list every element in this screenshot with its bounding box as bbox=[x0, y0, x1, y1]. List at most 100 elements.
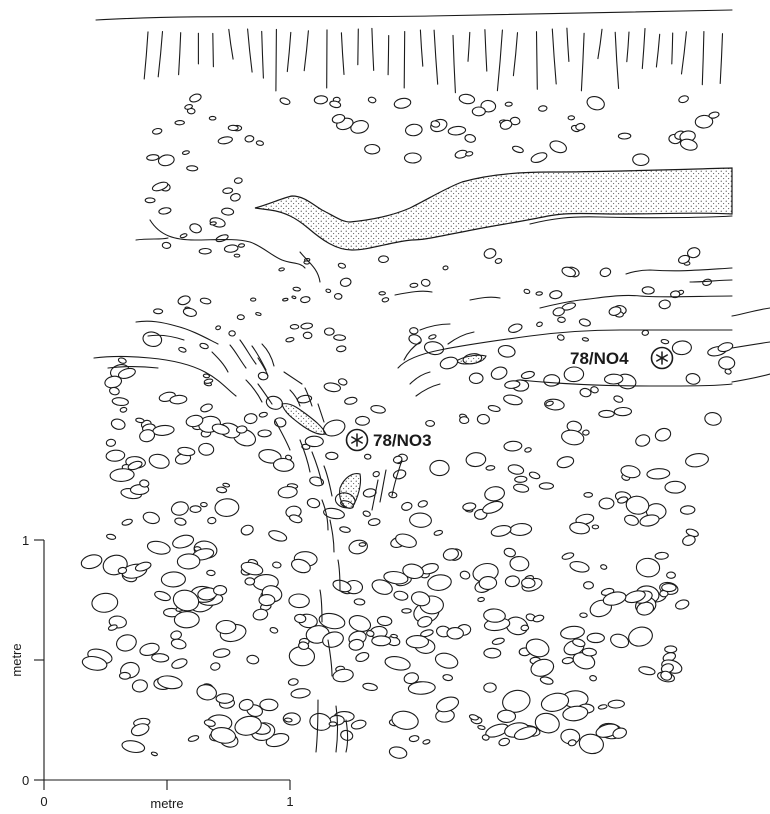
stone bbox=[561, 656, 574, 665]
root-stroke bbox=[261, 30, 264, 79]
stone bbox=[81, 655, 108, 671]
root-stroke bbox=[701, 31, 705, 86]
stone bbox=[210, 662, 221, 671]
stone bbox=[252, 608, 269, 621]
stone bbox=[521, 577, 536, 589]
sample-78-no3: 78/NO3 bbox=[345, 428, 432, 452]
stone bbox=[471, 106, 486, 117]
stone bbox=[579, 612, 588, 618]
root-stroke bbox=[403, 30, 406, 89]
stone bbox=[236, 314, 245, 321]
stone bbox=[405, 635, 430, 649]
stone bbox=[151, 181, 169, 192]
stone bbox=[409, 282, 419, 288]
stone-clasts bbox=[80, 93, 736, 759]
stone bbox=[353, 598, 366, 606]
stone bbox=[462, 502, 477, 512]
stone bbox=[213, 585, 228, 596]
stone bbox=[268, 530, 288, 542]
stone bbox=[142, 511, 160, 525]
stone bbox=[597, 704, 608, 710]
stone bbox=[635, 434, 651, 447]
stone bbox=[581, 647, 597, 657]
stone bbox=[687, 247, 701, 259]
stone bbox=[694, 114, 714, 129]
stone bbox=[187, 735, 200, 742]
stone bbox=[504, 101, 513, 107]
stone bbox=[503, 440, 523, 452]
stone bbox=[579, 387, 592, 398]
stone bbox=[530, 658, 555, 677]
stone bbox=[139, 479, 150, 488]
stone bbox=[171, 658, 188, 669]
stone bbox=[221, 207, 235, 216]
stone bbox=[182, 307, 197, 317]
stone bbox=[355, 651, 370, 663]
stone bbox=[504, 575, 520, 588]
stone bbox=[600, 564, 608, 570]
root-stroke bbox=[535, 31, 538, 90]
stone bbox=[210, 727, 237, 744]
stone bbox=[407, 681, 436, 695]
stone bbox=[246, 654, 260, 665]
stone bbox=[513, 726, 538, 740]
stone bbox=[442, 674, 454, 682]
stone bbox=[233, 177, 243, 184]
stone bbox=[285, 454, 293, 461]
stone bbox=[417, 500, 428, 508]
stone bbox=[237, 243, 246, 248]
stone bbox=[464, 133, 477, 143]
stone bbox=[679, 505, 696, 515]
stone bbox=[567, 115, 576, 121]
stone bbox=[624, 514, 639, 526]
scale-bar: 1 0 metre 0 1 metre bbox=[9, 533, 294, 811]
stone bbox=[561, 429, 585, 446]
stone bbox=[332, 668, 354, 683]
stone bbox=[257, 371, 269, 381]
stone bbox=[189, 505, 202, 513]
stone bbox=[153, 308, 164, 315]
stone bbox=[350, 120, 369, 134]
stone bbox=[660, 670, 673, 681]
stone bbox=[111, 397, 129, 407]
stone bbox=[370, 404, 386, 414]
stone bbox=[520, 370, 535, 380]
stone bbox=[401, 501, 413, 511]
stone bbox=[685, 373, 701, 385]
stone bbox=[552, 307, 565, 317]
stone bbox=[658, 299, 671, 310]
root-stroke bbox=[419, 29, 424, 67]
stone bbox=[575, 122, 586, 131]
stone bbox=[666, 571, 676, 579]
stone bbox=[538, 105, 548, 112]
stone bbox=[134, 561, 152, 572]
root-stroke bbox=[275, 28, 277, 92]
stone bbox=[598, 409, 615, 418]
stone bbox=[367, 96, 377, 104]
stone bbox=[144, 197, 156, 204]
stone bbox=[215, 234, 229, 243]
stone bbox=[641, 329, 650, 336]
stone bbox=[146, 540, 171, 555]
stone bbox=[212, 648, 231, 658]
stone bbox=[211, 423, 230, 435]
stone bbox=[477, 725, 486, 730]
stone bbox=[538, 482, 555, 490]
stone bbox=[177, 446, 196, 457]
stone bbox=[300, 322, 314, 330]
stone bbox=[617, 132, 632, 140]
stone bbox=[503, 394, 523, 406]
stone bbox=[567, 739, 577, 747]
stone bbox=[392, 455, 403, 464]
root-stroke bbox=[614, 31, 620, 90]
stone bbox=[569, 561, 590, 573]
root-stroke bbox=[452, 34, 456, 94]
stone bbox=[196, 684, 217, 701]
root-stroke bbox=[655, 33, 661, 68]
stone bbox=[654, 427, 672, 442]
stone bbox=[724, 368, 732, 375]
stone bbox=[223, 244, 239, 253]
stone bbox=[328, 721, 338, 727]
stone bbox=[337, 262, 347, 269]
